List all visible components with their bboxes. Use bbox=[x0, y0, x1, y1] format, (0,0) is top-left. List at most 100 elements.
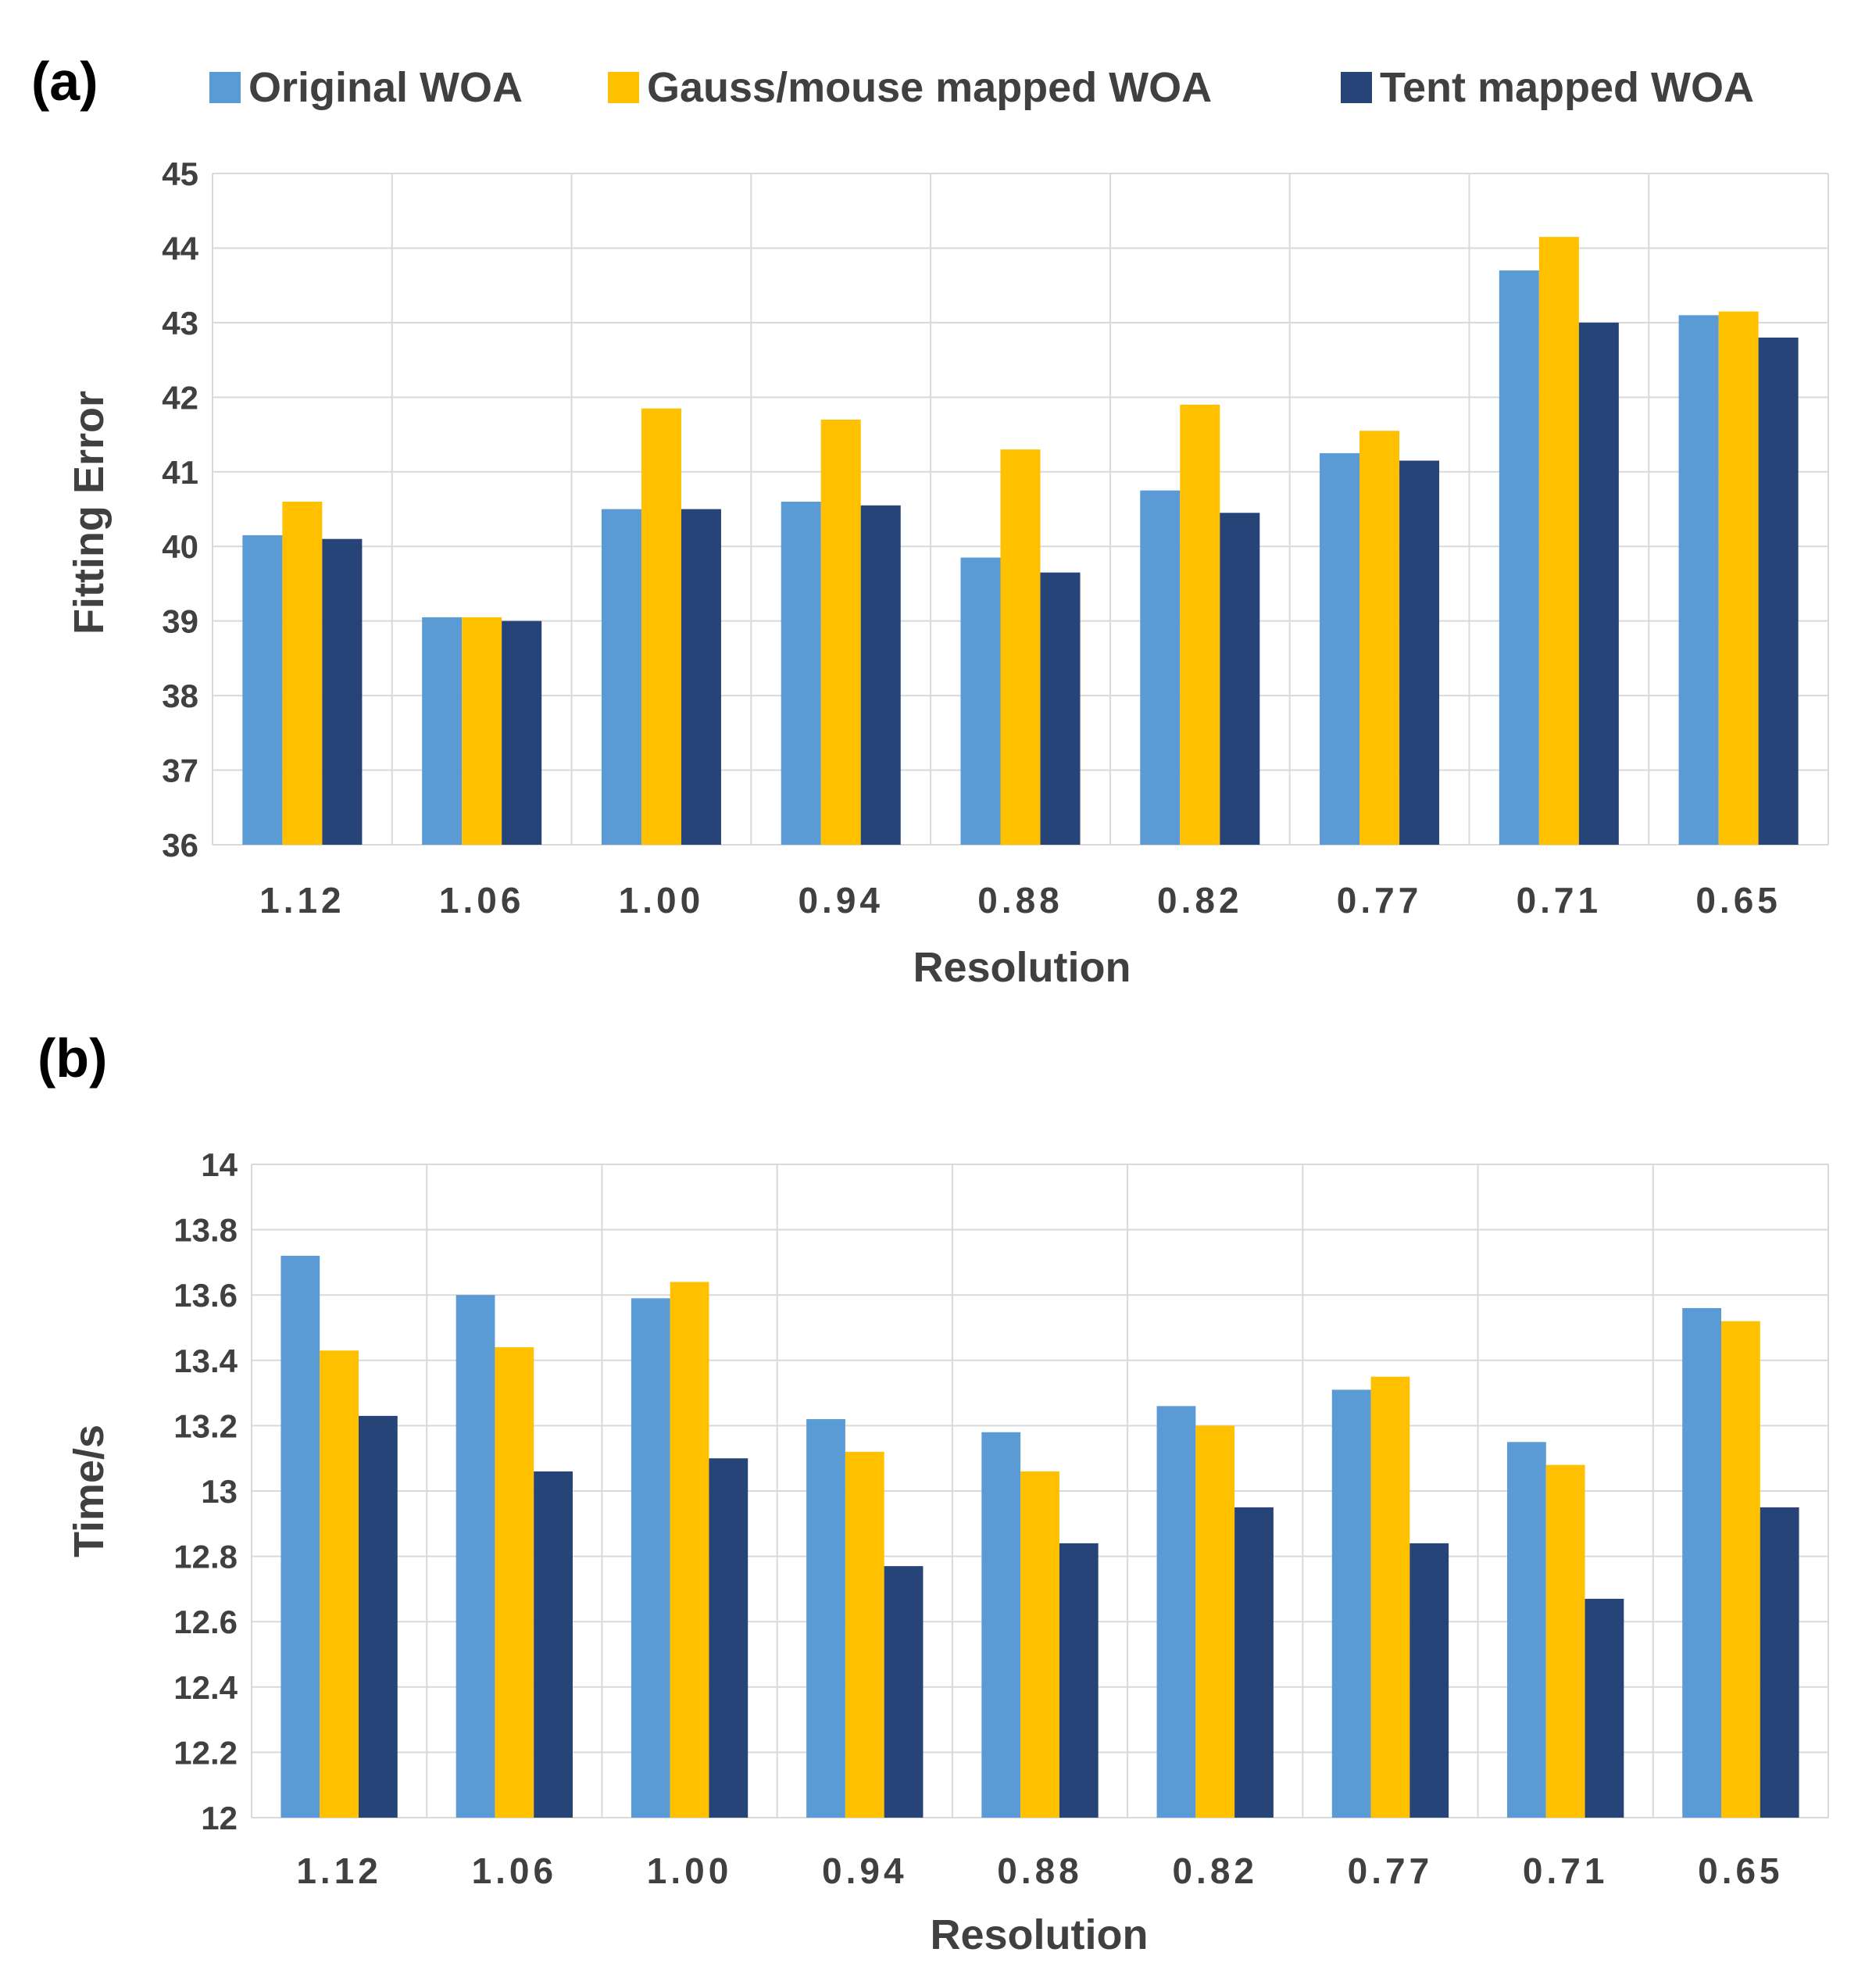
x-tick-label: 0.71 bbox=[1523, 1850, 1609, 1891]
y-tick-label: 13.2 bbox=[173, 1407, 238, 1444]
bar-gauss-0.77 bbox=[1359, 431, 1400, 845]
bar-original-1.12 bbox=[280, 1256, 320, 1818]
bar-tent-0.77 bbox=[1399, 460, 1440, 845]
x-tick-label: 0.71 bbox=[1517, 880, 1602, 921]
bar-gauss-1.06 bbox=[495, 1347, 534, 1818]
bar-original-1.06 bbox=[456, 1295, 495, 1818]
y-tick-label: 12.8 bbox=[173, 1539, 238, 1575]
panel-label-a: (a) bbox=[31, 51, 98, 112]
x-tick-label: 0.65 bbox=[1698, 1850, 1784, 1891]
bar-original-0.65 bbox=[1678, 315, 1719, 845]
bar-tent-1.06 bbox=[502, 620, 542, 845]
bar-tent-0.77 bbox=[1409, 1543, 1449, 1818]
legend-swatch-original bbox=[209, 72, 241, 103]
x-tick-label: 1.06 bbox=[472, 1850, 558, 1891]
x-tick-label: 0.65 bbox=[1695, 880, 1781, 921]
y-tick-label: 44 bbox=[162, 230, 198, 266]
legend-label-tent: Tent mapped WOA bbox=[1380, 64, 1754, 111]
x-tick-label: 1.00 bbox=[647, 1850, 733, 1891]
bar-tent-0.94 bbox=[884, 1566, 924, 1818]
bar-original-1.06 bbox=[422, 617, 463, 845]
bar-original-0.65 bbox=[1682, 1307, 1722, 1818]
bar-gauss-0.82 bbox=[1180, 404, 1220, 845]
x-axis-title-a: Resolution bbox=[913, 944, 1131, 991]
bar-tent-0.88 bbox=[1040, 572, 1081, 845]
y-tick-label: 41 bbox=[162, 454, 198, 491]
bar-original-0.94 bbox=[781, 501, 821, 845]
bar-gauss-0.88 bbox=[1000, 449, 1041, 845]
y-tick-label: 45 bbox=[162, 156, 198, 192]
bar-tent-1.06 bbox=[534, 1471, 573, 1818]
bar-tent-1.12 bbox=[322, 538, 363, 845]
bar-tent-1.00 bbox=[681, 509, 721, 845]
legend-label-gauss: Gauss/mouse mapped WOA bbox=[647, 64, 1212, 111]
x-tick-label: 0.77 bbox=[1337, 880, 1423, 921]
bar-original-1.12 bbox=[242, 535, 283, 845]
y-tick-label: 12.6 bbox=[173, 1604, 238, 1640]
y-tick-label: 13 bbox=[201, 1473, 238, 1510]
bar-original-0.71 bbox=[1499, 270, 1539, 846]
x-tick-label: 0.88 bbox=[997, 1850, 1083, 1891]
bar-tent-0.88 bbox=[1059, 1543, 1099, 1818]
bar-original-0.94 bbox=[806, 1419, 845, 1818]
bar-original-0.82 bbox=[1140, 490, 1181, 845]
bar-original-0.82 bbox=[1156, 1406, 1196, 1818]
bar-tent-1.12 bbox=[358, 1415, 398, 1818]
legend-label-original: Original WOA bbox=[248, 64, 523, 111]
legend-swatch-tent bbox=[1341, 72, 1372, 103]
bar-gauss-0.88 bbox=[1020, 1471, 1059, 1818]
bar-original-0.77 bbox=[1320, 452, 1360, 845]
bar-gauss-0.65 bbox=[1718, 311, 1759, 845]
legend-swatch-gauss bbox=[608, 72, 639, 103]
panel-label-b: (b) bbox=[38, 1028, 107, 1089]
bar-original-0.71 bbox=[1507, 1442, 1546, 1818]
y-tick-label: 13.6 bbox=[173, 1277, 238, 1314]
bar-original-1.00 bbox=[631, 1298, 670, 1818]
x-tick-label: 0.82 bbox=[1157, 880, 1243, 921]
x-tick-label: 1.12 bbox=[296, 1850, 382, 1891]
y-tick-label: 13.8 bbox=[173, 1212, 238, 1249]
x-tick-label: 0.88 bbox=[977, 880, 1063, 921]
x-tick-label: 0.82 bbox=[1172, 1850, 1258, 1891]
bar-tent-1.00 bbox=[709, 1458, 749, 1818]
y-axis-title-a: Fitting Error bbox=[66, 391, 113, 635]
bar-gauss-1.12 bbox=[320, 1350, 359, 1818]
y-tick-label: 14 bbox=[201, 1146, 238, 1183]
y-tick-label: 36 bbox=[162, 827, 198, 863]
bar-gauss-0.71 bbox=[1538, 237, 1579, 845]
bar-gauss-0.65 bbox=[1721, 1321, 1760, 1818]
x-axis-title-b: Resolution bbox=[931, 1911, 1149, 1958]
x-tick-label: 1.12 bbox=[259, 880, 345, 921]
bar-tent-0.65 bbox=[1760, 1507, 1799, 1818]
x-tick-label: 1.06 bbox=[439, 880, 525, 921]
bar-gauss-0.71 bbox=[1545, 1464, 1585, 1818]
y-tick-label: 12.4 bbox=[173, 1669, 238, 1706]
y-tick-label: 40 bbox=[162, 528, 198, 565]
bar-gauss-0.94 bbox=[820, 419, 861, 845]
x-tick-label: 0.94 bbox=[822, 1850, 908, 1891]
y-tick-label: 42 bbox=[162, 379, 198, 416]
bar-tent-0.71 bbox=[1578, 322, 1619, 845]
x-tick-label: 0.94 bbox=[798, 880, 884, 921]
y-tick-label: 13.4 bbox=[173, 1343, 238, 1379]
bar-gauss-1.12 bbox=[282, 501, 323, 845]
chart-fitting-error: 36 37 38 39 40 41 42 43 44 45 1.12 1.06 1.00 0.94 0.88… bbox=[162, 156, 1829, 921]
bar-gauss-1.06 bbox=[462, 617, 502, 845]
bar-gauss-1.00 bbox=[641, 408, 681, 845]
bar-original-1.00 bbox=[601, 509, 641, 845]
x-tick-label: 0.77 bbox=[1348, 1850, 1434, 1891]
y-tick-label: 43 bbox=[162, 305, 198, 341]
bar-tent-0.82 bbox=[1234, 1507, 1274, 1818]
bar-tent-0.94 bbox=[860, 505, 901, 845]
bar-tent-0.82 bbox=[1220, 513, 1260, 845]
legend: Original WOA Gauss/mouse mapped WOA Tent… bbox=[209, 64, 1754, 111]
y-tick-label: 39 bbox=[162, 603, 198, 640]
x-tick-label: 1.00 bbox=[619, 880, 705, 921]
bar-original-0.88 bbox=[981, 1432, 1021, 1818]
y-tick-label: 38 bbox=[162, 678, 198, 714]
bar-gauss-1.00 bbox=[670, 1282, 709, 1818]
bar-gauss-0.82 bbox=[1195, 1425, 1235, 1818]
y-axis-title-b: Time/s bbox=[66, 1425, 113, 1557]
y-tick-label: 37 bbox=[162, 753, 198, 789]
